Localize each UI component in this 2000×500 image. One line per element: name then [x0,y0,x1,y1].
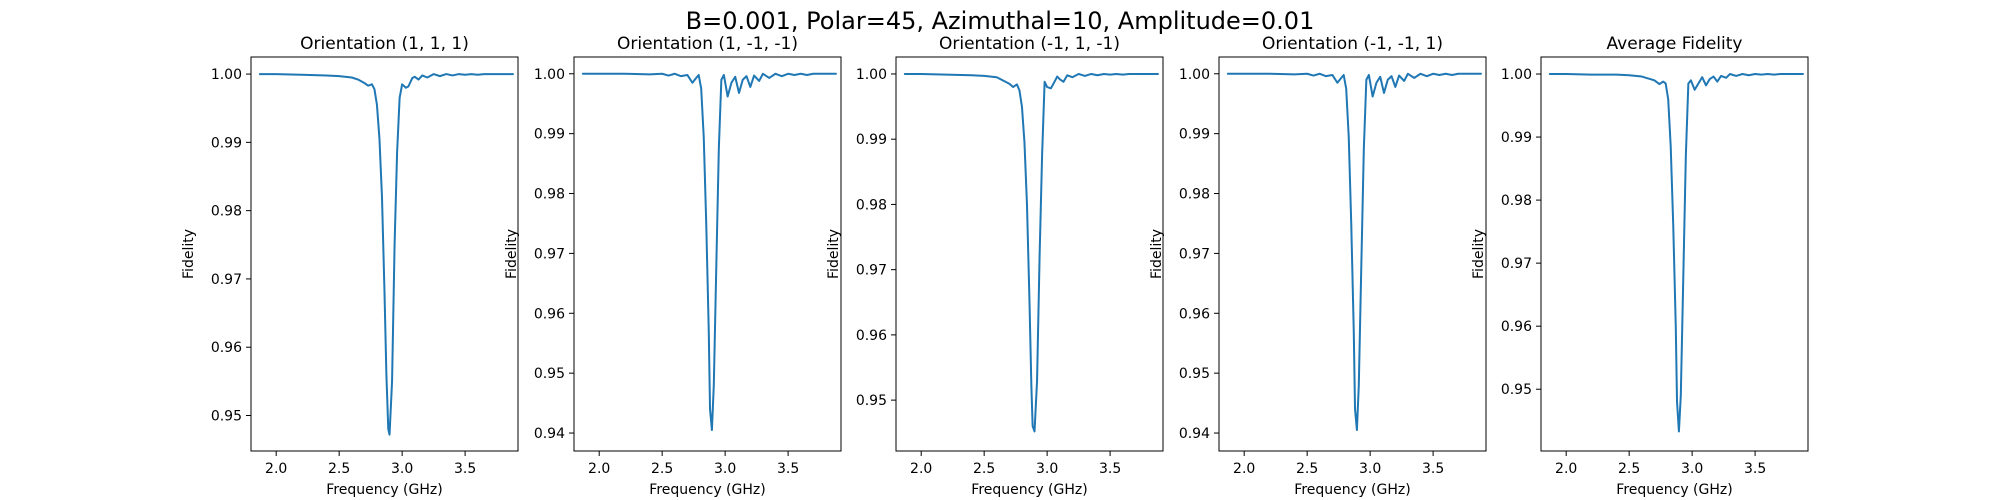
x-tick-label: 2.0 [1555,461,1577,477]
subplot-title: Average Fidelity [1607,34,1743,54]
y-tick-label: 0.95 [856,393,887,409]
y-tick-label: 0.99 [1179,127,1210,143]
axes-frame [250,56,519,452]
y-tick-label: 0.98 [1501,193,1532,209]
y-axis-label: Fidelity [181,229,197,279]
axes-frame [1540,56,1809,452]
y-tick-label: 0.98 [1179,187,1210,203]
x-tick-label: 3.0 [714,461,736,477]
x-tick-label: 3.5 [777,461,799,477]
x-tick-label: 2.0 [1233,461,1255,477]
subplot-title: Orientation (1, 1, 1) [300,34,469,54]
x-axis-label: Frequency (GHz) [649,482,765,498]
fidelity-line [581,72,837,432]
fidelity-line [1226,72,1482,432]
subplot-3: 2.0 2.5 3.0 3.5 0.95 0.96 0.97 0.98 0.99 1.00 Orie… [826,34,1164,498]
x-tick-label: 2.5 [1618,461,1640,477]
y-tick-label: 0.97 [856,263,887,279]
subplot-title: Orientation (1, -1, -1) [617,34,798,54]
x-axis-label: Frequency (GHz) [1616,482,1732,498]
y-tick-label: 1.00 [856,67,887,83]
y-tick-label: 0.99 [1501,130,1532,146]
x-tick-label: 2.0 [588,461,610,477]
figure-suptitle: B=0.001, Polar=45, Azimuthal=10, Amplitu… [686,7,1315,35]
subplot-title: Orientation (-1, -1, 1) [1262,34,1443,54]
y-tick-label: 0.98 [534,187,565,203]
x-tick-label: 2.0 [910,461,932,477]
y-tick-label: 0.98 [211,204,242,220]
x-tick-label: 3.0 [1359,461,1381,477]
y-tick-label: 1.00 [1501,67,1532,83]
y-tick-label: 0.96 [856,328,887,344]
y-tick-label: 0.95 [1179,366,1210,382]
y-tick-label: 0.95 [1501,382,1532,398]
y-tick-label: 1.00 [534,67,565,83]
y-axis-label: Fidelity [826,229,842,279]
subplot-grid: 2.0 2.5 3.0 3.5 0.95 0.96 0.97 0.98 0.99 1.00 Orie… [181,34,1809,498]
y-tick-label: 0.97 [1179,246,1210,262]
y-tick-label: 0.95 [534,366,565,382]
x-tick-label: 2.0 [265,461,287,477]
x-axis-label: Frequency (GHz) [1294,482,1410,498]
x-tick-label: 3.0 [1681,461,1703,477]
axes-frame [573,56,842,452]
x-tick-label: 2.5 [651,461,673,477]
y-tick-label: 0.96 [1179,306,1210,322]
subplot-title: Orientation (-1, 1, -1) [939,34,1120,54]
fidelity-line [903,72,1159,433]
fidelity-line [258,73,514,436]
y-tick-label: 0.96 [1501,319,1532,335]
fidelity-line [1548,73,1804,433]
x-tick-label: 3.0 [1036,461,1058,477]
subplot-4: 2.0 2.5 3.0 3.5 0.94 0.95 0.96 0.97 0.98 0.99 1.00… [1149,34,1487,498]
x-tick-label: 3.5 [1744,461,1766,477]
y-tick-label: 0.96 [534,306,565,322]
y-tick-label: 1.00 [1179,67,1210,83]
y-tick-label: 0.94 [534,426,565,442]
x-tick-label: 2.5 [1296,461,1318,477]
subplot-2: 2.0 2.5 3.0 3.5 0.94 0.95 0.96 0.97 0.98 0.99 1.00… [504,34,842,498]
y-tick-label: 0.98 [856,197,887,213]
y-tick-label: 0.97 [1501,256,1532,272]
subplot-5: 2.0 2.5 3.0 3.5 0.95 0.96 0.97 0.98 0.99 1.00 Aver… [1471,34,1809,498]
y-tick-label: 0.96 [211,340,242,356]
x-tick-label: 3.5 [1422,461,1444,477]
x-axis-label: Frequency (GHz) [971,482,1087,498]
x-tick-label: 3.5 [454,461,476,477]
y-tick-label: 0.99 [534,127,565,143]
y-tick-label: 1.00 [211,67,242,83]
y-tick-label: 0.99 [211,135,242,151]
x-tick-label: 2.5 [973,461,995,477]
x-tick-label: 2.5 [328,461,350,477]
y-tick-label: 0.99 [856,132,887,148]
y-tick-label: 0.94 [1179,426,1210,442]
axes-frame [895,56,1164,452]
y-axis-label: Fidelity [1471,229,1487,279]
x-tick-label: 3.5 [1099,461,1121,477]
axes-frame [1218,56,1487,452]
y-axis-label: Fidelity [1149,229,1165,279]
subplot-1: 2.0 2.5 3.0 3.5 0.95 0.96 0.97 0.98 0.99 1.00 Orie… [181,34,519,498]
y-tick-label: 0.97 [534,246,565,262]
y-tick-label: 0.95 [211,408,242,424]
y-axis-label: Fidelity [504,229,520,279]
x-axis-label: Frequency (GHz) [326,482,442,498]
x-tick-label: 3.0 [391,461,413,477]
y-tick-label: 0.97 [211,272,242,288]
